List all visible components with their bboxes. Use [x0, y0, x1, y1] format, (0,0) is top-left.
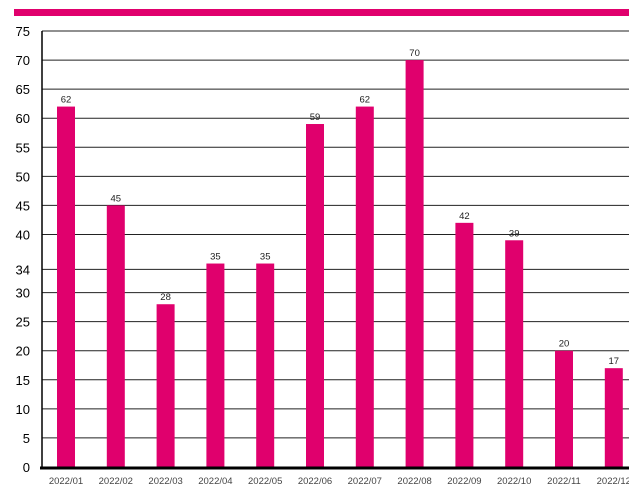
- y-tick-label: 30: [16, 286, 30, 301]
- y-tick-label: 5: [23, 431, 30, 446]
- bar: [57, 106, 75, 467]
- data-labels: 62 45 28 35 35 59 62 70 42 39 20 17: [61, 48, 619, 367]
- data-label: 35: [260, 252, 271, 263]
- x-tick-label: 2022/07: [348, 476, 382, 487]
- bar: [206, 263, 225, 467]
- y-tick-label: 50: [16, 169, 30, 184]
- bar: [306, 124, 324, 467]
- data-label: 17: [609, 356, 620, 367]
- data-label: 70: [409, 48, 420, 59]
- data-label: 28: [160, 292, 171, 303]
- bar: [355, 106, 374, 467]
- data-label: 59: [310, 112, 321, 123]
- data-label: 42: [459, 211, 470, 222]
- y-tick-label: 40: [16, 227, 30, 242]
- bar: [604, 368, 623, 467]
- x-tick-label: 2022/04: [198, 476, 232, 487]
- y-tick-label: 10: [16, 402, 30, 417]
- data-label: 45: [111, 193, 122, 204]
- data-label: 35: [210, 252, 221, 263]
- top-accent-band: [14, 9, 629, 16]
- y-tick-label: 0: [23, 460, 30, 475]
- x-tick-label: 2022/06: [298, 476, 332, 487]
- y-tick-label: 20: [16, 344, 30, 359]
- bar: [455, 222, 474, 467]
- bar: [405, 60, 424, 468]
- y-tick-label: 70: [16, 53, 30, 68]
- data-label: 39: [509, 228, 520, 239]
- x-tick-label: 2022/10: [497, 476, 531, 487]
- y-tick-label: 15: [16, 373, 30, 388]
- bar: [106, 205, 125, 467]
- gridlines: [42, 30, 629, 439]
- x-tick-label: 2022/09: [447, 476, 481, 487]
- x-axis: 2022/01 2022/02 2022/03 2022/04 2022/05 2022/…: [40, 466, 629, 487]
- x-tick-label: 2022/02: [99, 476, 133, 487]
- x-tick-label: 2022/03: [148, 476, 182, 487]
- x-tick-label: 2022/11: [547, 476, 581, 487]
- bar: [555, 350, 573, 467]
- bar: [505, 240, 524, 467]
- x-tick-label: 2022/05: [248, 476, 282, 487]
- y-tick-label: 34: [16, 262, 30, 277]
- x-tick-label: 2022/12: [597, 476, 629, 487]
- data-label: 62: [360, 95, 371, 106]
- bar: [256, 263, 275, 467]
- data-label: 20: [559, 339, 570, 350]
- y-tick-label: 45: [16, 198, 30, 213]
- y-tick-label: 75: [16, 24, 30, 39]
- x-tick-label: 2022/08: [397, 476, 431, 487]
- y-tick-label: 65: [16, 82, 30, 97]
- x-tick-label: 2022/01: [49, 476, 83, 487]
- data-label: 62: [61, 95, 72, 106]
- bars: [57, 60, 623, 468]
- y-tick-label: 55: [16, 140, 30, 155]
- y-tick-label: 25: [16, 315, 30, 330]
- y-tick-label: 60: [16, 111, 30, 126]
- bar: [156, 304, 175, 467]
- y-axis: 0 5 10 15 20 25 30 34 40 45 50 55 60 65 70 75: [16, 24, 43, 475]
